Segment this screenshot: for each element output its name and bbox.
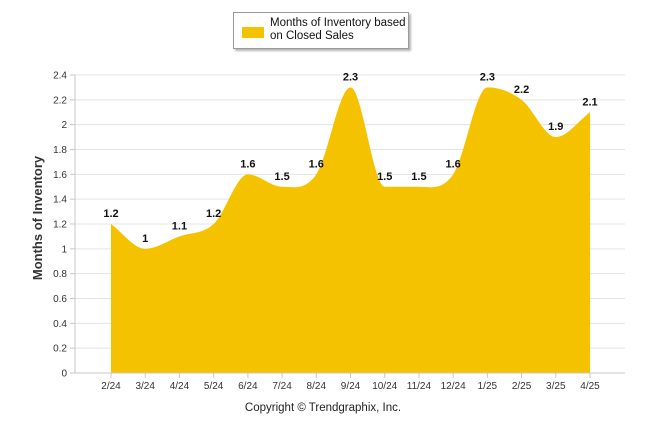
data-label: 1.9	[548, 121, 563, 133]
y-tick-label: 2	[61, 120, 67, 131]
data-label: 1.6	[445, 158, 460, 170]
x-tick-label: 9/24	[341, 381, 361, 392]
data-label: 2.3	[480, 71, 495, 83]
y-tick-label: 1.6	[53, 170, 67, 181]
y-tick-label: 2.2	[53, 95, 67, 106]
data-label: 1.2	[206, 208, 221, 220]
data-label: 1	[142, 233, 148, 245]
x-axis: 2/24 3/24 4/24 5/24 6/24 7/24 8/24 9/24 10/24 11/…	[75, 372, 625, 392]
x-tick-label: 4/24	[170, 381, 190, 392]
x-tick-label: 2/24	[101, 381, 121, 392]
data-label: 2.1	[582, 96, 597, 108]
y-tick-label: 1.2	[53, 220, 67, 231]
data-label: 1.1	[172, 220, 187, 232]
x-tick-label: 2/25	[512, 381, 532, 392]
area-fill	[111, 87, 590, 374]
x-tick-label: 12/24	[441, 381, 466, 392]
y-tick-label: 1.4	[53, 195, 67, 206]
data-label: 1.6	[309, 158, 324, 170]
y-tick-label: 0.4	[53, 319, 67, 330]
y-tick-label: 1.8	[53, 145, 67, 156]
data-label: 2.2	[514, 84, 529, 96]
area-series	[111, 87, 590, 374]
copyright-text: Copyright © Trendgraphix, Inc.	[244, 402, 402, 414]
y-tick-label: 0.8	[53, 269, 67, 280]
x-tick-label: 7/24	[272, 381, 292, 392]
x-tick-label: 1/25	[478, 381, 498, 392]
data-label: 1.5	[377, 171, 392, 183]
y-tick-label: 2.4	[53, 71, 67, 82]
data-label: 1.5	[274, 171, 289, 183]
y-axis-title: Months of Inventory	[30, 155, 45, 280]
y-tick-label: 0.2	[53, 344, 67, 355]
data-label: 1.2	[103, 208, 118, 220]
data-label: 1.6	[240, 158, 255, 170]
legend-swatch	[242, 27, 264, 38]
legend-label: Months of Inventory based on Closed Sale…	[270, 17, 406, 42]
x-tick-label: 4/25	[580, 381, 600, 392]
legend: Months of Inventory based on Closed Sale…	[233, 12, 409, 49]
y-tick-label: 0.6	[53, 294, 67, 305]
x-tick-label: 11/24	[407, 381, 432, 392]
y-axis: 0 0.2 0.4 0.6 0.8 1 1.2 1.4 1.6 1.8 2 2.2 2.4	[53, 71, 76, 380]
y-tick-label: 1	[61, 244, 67, 255]
x-tick-label: 3/25	[546, 381, 566, 392]
data-label: 2.3	[343, 71, 358, 83]
x-tick-label: 3/24	[135, 381, 155, 392]
data-label: 1.5	[411, 171, 426, 183]
x-tick-label: 8/24	[307, 381, 327, 392]
x-tick-label: 10/24	[372, 381, 397, 392]
data-labels: 1.2 1 1.1 1.2 1.6 1.5 1.6 2.3 1.5 1.5 1.6 2.3 2.2 1.9…	[103, 71, 597, 244]
x-tick-label: 5/24	[204, 381, 224, 392]
y-tick-label: 0	[61, 369, 67, 380]
x-tick-label: 6/24	[238, 381, 258, 392]
